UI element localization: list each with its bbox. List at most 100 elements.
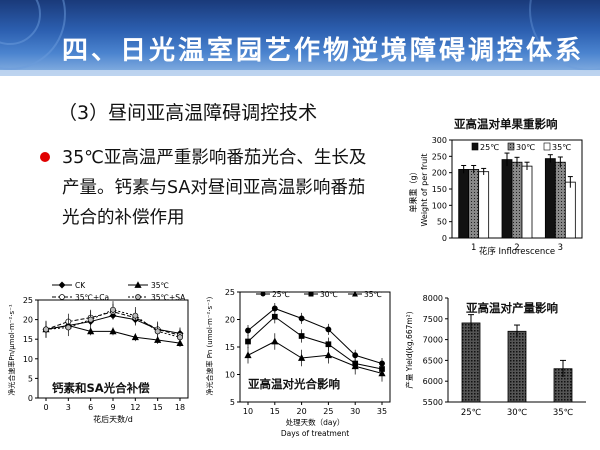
casa-legend-marker	[135, 294, 141, 300]
casa-point	[43, 326, 49, 333]
fw-x-tick-label: 2	[514, 243, 519, 253]
banner-title: 四、日光温室园艺作物逆境障碍调控体系	[62, 36, 585, 66]
casa-point	[65, 324, 72, 331]
casa-legend-label: 35℃+Ca	[75, 293, 109, 302]
temp-y-tick-label: 15	[225, 343, 235, 352]
fw-x-axis-label: 花序 Inflorescence	[479, 246, 555, 257]
fw-legend-label: 25℃	[480, 143, 499, 152]
fruit-weight-title: 亚高温对单果重影响	[454, 117, 558, 131]
yield-y-tick-label: 6500	[423, 356, 443, 365]
casa-point	[154, 328, 161, 335]
fw-y-axis-label-en: Weight of per fruit	[420, 153, 429, 226]
temp-series-line	[247, 307, 383, 364]
casa-y-tick-label: 0	[28, 394, 33, 403]
temp-y-tick-label: 5	[230, 398, 235, 407]
casa-legend-marker	[134, 281, 142, 288]
fw-x-tick-label: 1	[471, 243, 476, 253]
temp-point	[298, 315, 305, 322]
casa-x-tick-label: 3	[66, 403, 71, 412]
temp-point	[244, 351, 252, 359]
yield-y-tick-label: 7500	[423, 315, 443, 324]
temp-x-axis-label-en: Days of treatment	[281, 429, 349, 438]
yield-y-tick-label: 6000	[423, 377, 443, 386]
temp-x-tick-label: 20	[297, 407, 307, 416]
temp-y-tick-label: 10	[225, 371, 235, 380]
banner-decoration	[0, 0, 600, 76]
temp-y-tick-label: 20	[225, 316, 235, 325]
temp-legend-marker	[352, 291, 358, 297]
temp-legend-label: 35℃	[364, 290, 382, 299]
yield-x-tick-label: 35℃	[553, 408, 574, 418]
fw-y-tick-label: 0	[442, 234, 447, 243]
temp-x-axis-label-cn: 处理天数（day）	[286, 417, 345, 427]
yield-x-tick-label: 30℃	[507, 408, 528, 418]
temp-y-tick-label: 25	[225, 288, 235, 297]
casa-y-tick-label: 20	[23, 316, 33, 325]
fw-y-tick-label: 300	[432, 136, 447, 145]
casa-x-axis-label: 花后天数/d	[93, 414, 133, 424]
temp-point	[298, 354, 306, 361]
temp-point	[325, 341, 332, 348]
temp-x-tick-label: 30	[350, 407, 360, 416]
casa-y-axis-label: 净光合速率Pn/μmol·m⁻²·s⁻¹	[7, 304, 16, 396]
yield-x-tick-label: 25℃	[461, 408, 482, 418]
casa-y-tick-label: 5	[28, 374, 33, 383]
temp-point	[298, 333, 305, 339]
casa-point	[177, 334, 183, 341]
temp-y-axis-label: 净光合速率 Pn (umol·m⁻²·s⁻¹)	[205, 296, 214, 395]
temp-point	[245, 338, 251, 345]
temp-point	[271, 313, 278, 320]
fw-legend-swatch	[471, 142, 479, 151]
casa-legend-marker	[58, 281, 66, 289]
fw-legend-swatch	[507, 142, 515, 151]
casa-point	[87, 327, 95, 335]
casa-x-tick-label: 0	[43, 403, 48, 412]
temp-point	[271, 337, 279, 345]
casa-legend-label: 35℃+SA	[151, 293, 186, 302]
casa-x-tick-label: 12	[130, 403, 140, 412]
temp-legend-marker	[260, 291, 266, 297]
fw-legend-label: 35℃	[552, 143, 571, 152]
casa-legend-label: CK	[75, 281, 86, 290]
temp-legend-marker	[308, 291, 314, 297]
bullet-icon	[40, 152, 50, 162]
yield-y-axis-label: 产量 Yield(kg,667m²)	[404, 311, 414, 388]
temp-legend-label: 30℃	[320, 290, 338, 299]
fw-y-tick-label: 150	[432, 185, 447, 194]
casa-point	[131, 333, 139, 341]
yield-y-tick-label: 7000	[423, 336, 443, 345]
temp-x-tick-label: 10	[243, 407, 253, 416]
yield-bar	[461, 322, 481, 403]
yield-y-tick-label: 8000	[423, 294, 443, 303]
casa-x-tick-label: 18	[175, 403, 185, 412]
casa-legend-marker	[59, 294, 65, 300]
temp-overlay-label: 亚高温对光合影响	[248, 377, 340, 391]
casa-point	[109, 327, 117, 335]
temp-legend-label: 25℃	[272, 290, 290, 299]
yield-bar	[507, 330, 527, 403]
fw-y-tick-label: 250	[432, 152, 447, 161]
casa-y-tick-label: 25	[23, 296, 33, 305]
title-banner: 四、日光温室园艺作物逆境障碍调控体系	[0, 0, 600, 76]
fw-x-tick-label: 3	[558, 243, 563, 253]
casa-point	[132, 312, 139, 319]
ca-sa-overlay-label: 钙素和SA光合补偿	[52, 381, 150, 395]
temp-point	[378, 369, 386, 377]
temp-series-line	[247, 316, 383, 370]
temp-series-line	[247, 340, 383, 374]
casa-legend-label: 35℃	[151, 281, 169, 290]
casa-x-tick-label: 15	[153, 403, 163, 412]
bullet-text: 35℃亚高温严重影响番茄光合、生长及产量。钙素与SA对昼间亚高温影响番茄光合的补…	[62, 148, 367, 228]
casa-x-tick-label: 9	[110, 403, 115, 412]
fw-y-tick-label: 100	[432, 201, 447, 210]
casa-point	[87, 316, 94, 323]
temp-x-tick-label: 35	[377, 407, 387, 416]
fw-y-tick-label: 200	[432, 169, 447, 178]
temp-point	[245, 327, 251, 334]
casa-point	[110, 306, 116, 313]
